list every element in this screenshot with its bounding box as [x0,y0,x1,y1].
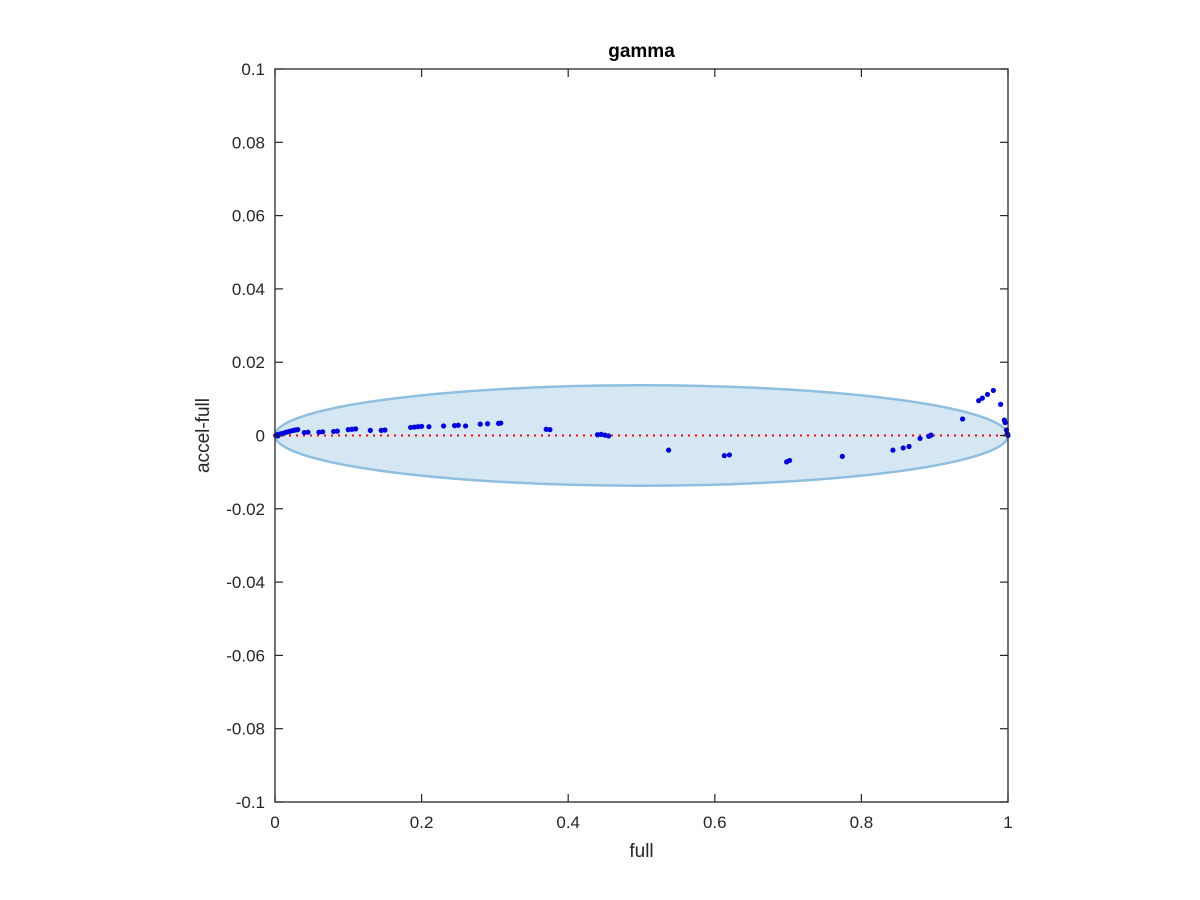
x-tick-label: 0.8 [850,813,874,832]
data-point [334,428,340,434]
data-point [786,457,793,464]
chart-title: gamma [608,41,675,62]
data-point [484,421,491,427]
data-point [959,416,966,422]
data-point [295,427,301,433]
data-point [498,420,504,426]
data-point [440,423,447,429]
data-point [998,401,1004,407]
data-point [419,423,425,429]
data-point [462,423,469,429]
data-point [839,453,845,459]
x-tick-labels: 0 0.2 0.4 0.6 0.8 1 [270,813,1012,832]
y-tick-label: 0.04 [232,280,265,299]
data-point [928,432,934,438]
x-tick-label: 1 [1003,813,1012,832]
data-point [455,422,461,428]
y-tick-label: 0.06 [232,207,265,226]
y-tick-label: -0.04 [226,573,265,592]
data-point [547,427,553,433]
data-point [900,445,906,451]
x-tick-label: 0 [270,813,279,832]
y-tick-label: 0.02 [232,353,265,372]
x-tick-label: 0.4 [556,813,580,832]
y-tick-label: -0.06 [226,646,265,665]
data-point [426,424,432,430]
data-point [666,447,672,453]
data-point [890,447,896,453]
x-axis-label: full [629,841,653,862]
y-tick-label: 0.1 [241,60,265,79]
data-point [353,426,359,432]
data-point [976,398,982,404]
data-point [979,395,985,401]
data-point [305,429,311,435]
y-tick-labels: -0.1 -0.08 -0.06 -0.04 -0.02 0 0.02 0.04 0.06 0.0… [226,60,265,812]
tick-marks [274,68,1009,803]
y-tick-label: -0.08 [226,720,265,739]
data-point [984,391,991,398]
data-point [367,427,373,433]
data-point [605,433,612,439]
data-point [917,435,923,442]
y-tick-label: 0.08 [232,133,265,152]
data-point [382,427,388,433]
data-point [726,452,733,458]
y-tick-label: -0.02 [226,500,265,519]
data-points [273,387,1011,465]
x-tick-label: 0.2 [410,813,434,832]
x-tick-label: 0.6 [703,813,727,832]
data-point [990,387,996,394]
data-point [906,443,912,450]
y-tick-label: 0 [256,427,265,446]
data-point [1002,420,1008,426]
data-point [477,421,483,427]
data-point [721,453,727,459]
y-tick-label: -0.1 [236,793,265,812]
data-point [320,429,326,435]
y-axis-label: accel-full [193,398,214,473]
